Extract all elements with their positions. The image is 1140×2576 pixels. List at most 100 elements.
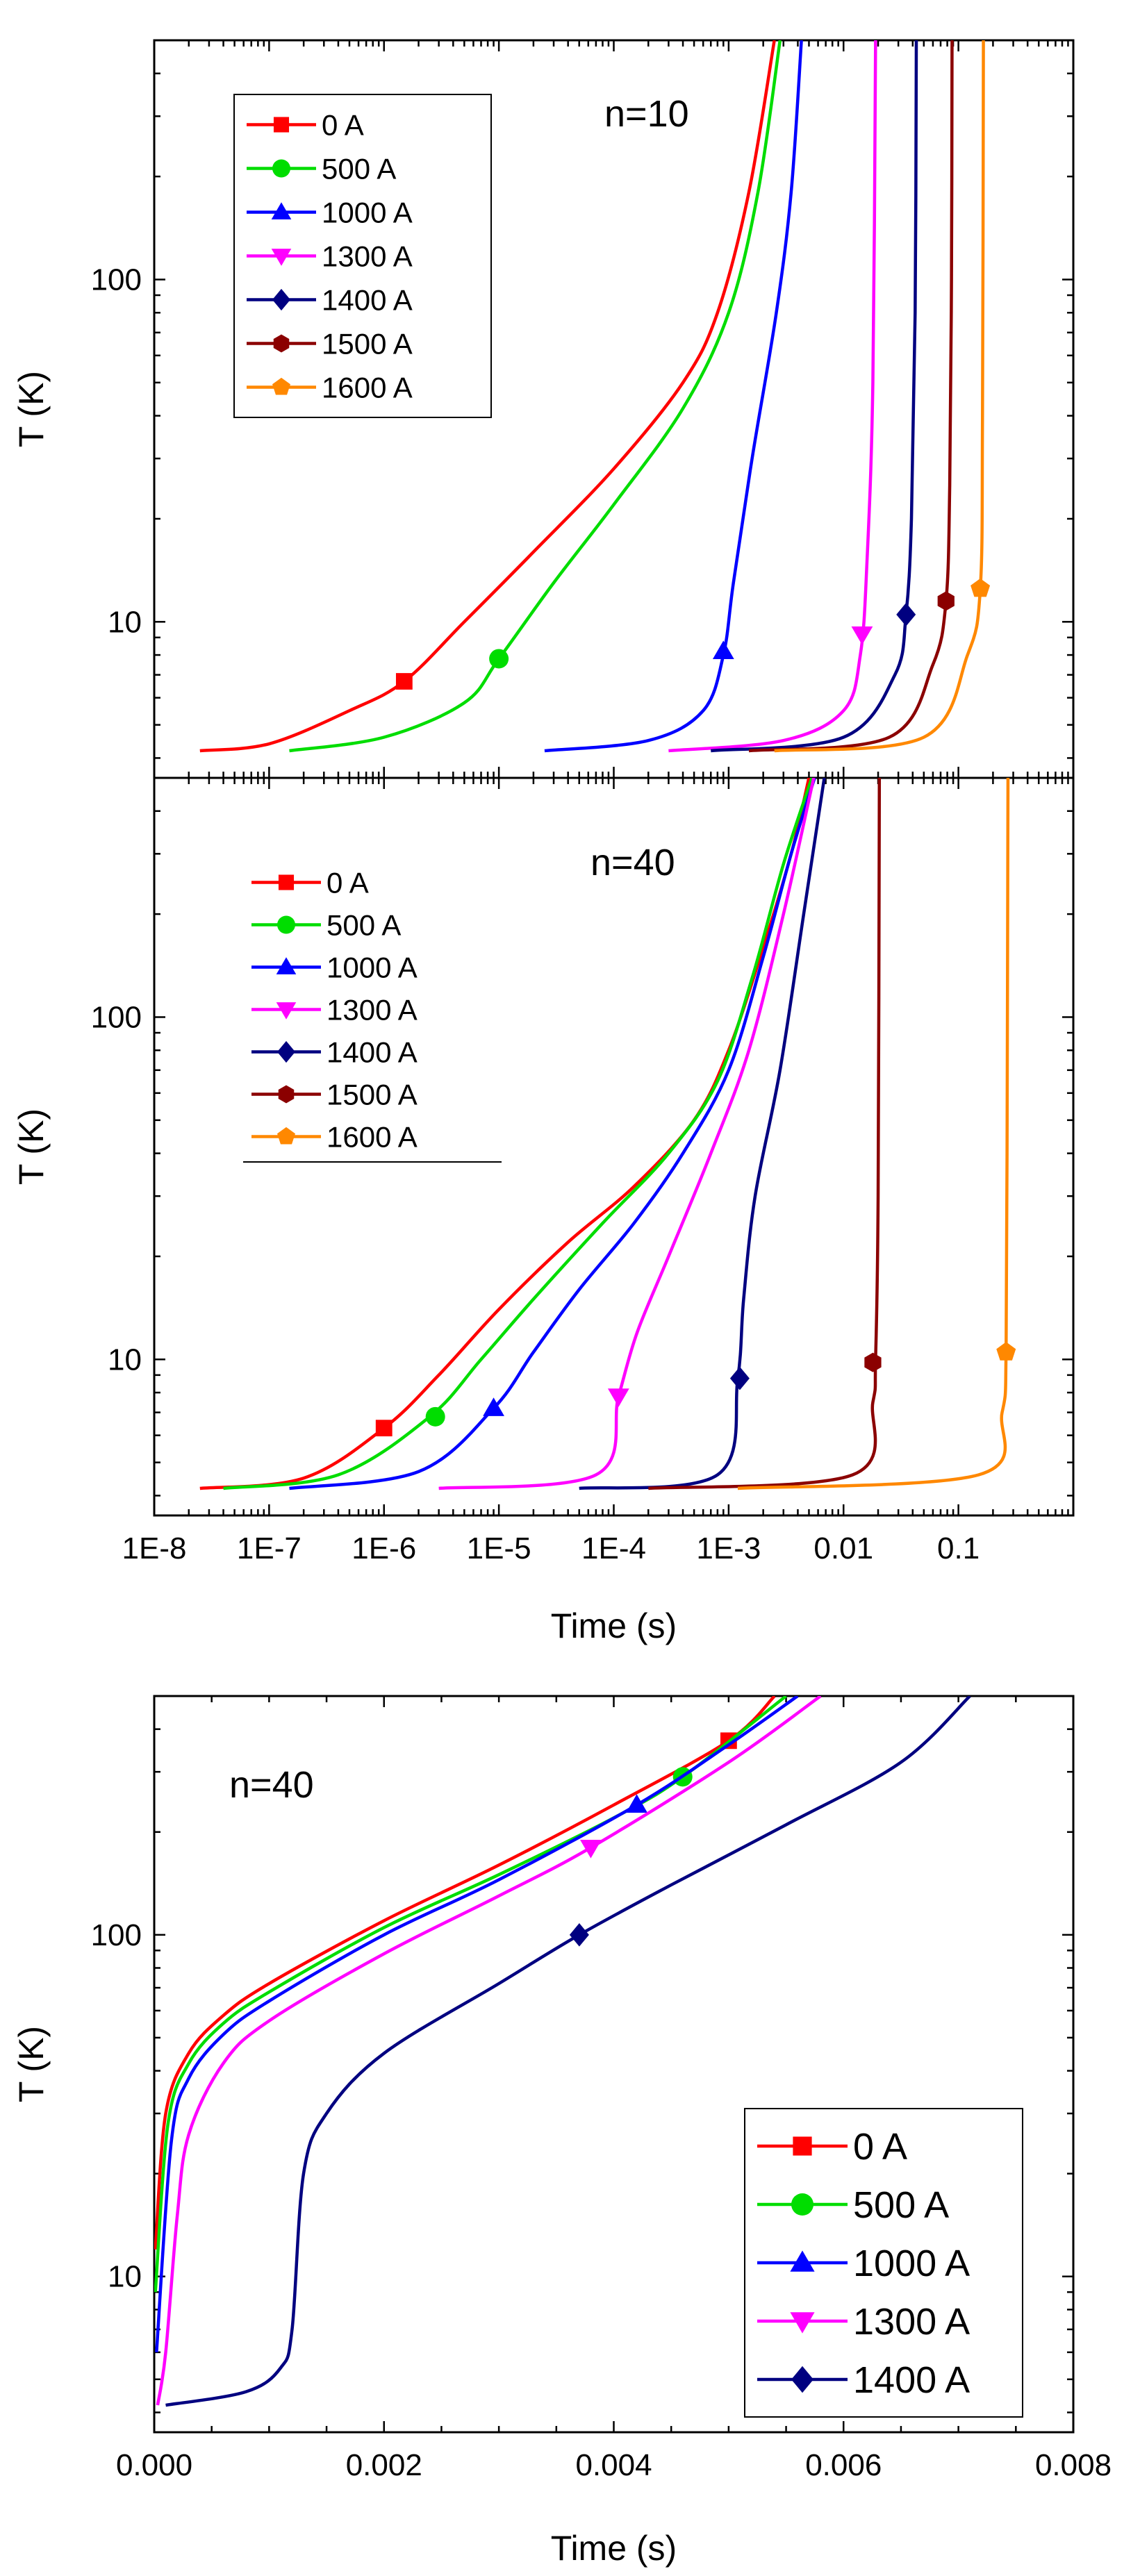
- y-tick-label: 10: [108, 605, 142, 639]
- legend-entry-label: 1000 A: [322, 197, 413, 229]
- data-marker-1400a: [729, 1366, 750, 1390]
- legend-swatch-marker: [272, 377, 290, 395]
- x-tick-label: 0.002: [346, 2448, 422, 2482]
- legend-entry-label: 1000 A: [853, 2243, 970, 2284]
- x-axis-title: Time (s): [551, 1606, 677, 1645]
- series-line-1300a: [668, 40, 877, 753]
- series-line-0a: [199, 778, 811, 1490]
- data-marker-1000a: [712, 640, 734, 659]
- legend-entry-label: 1500 A: [327, 1079, 418, 1111]
- x-tick-label: 1E-4: [581, 1531, 646, 1565]
- data-marker-1300a: [607, 1388, 629, 1407]
- legend-swatch-marker: [273, 334, 290, 353]
- legend-entry-label: 500 A: [322, 153, 396, 185]
- data-marker-1300a: [851, 626, 873, 645]
- legend-swatch-marker: [278, 1085, 295, 1104]
- x-tick-label: 0.01: [813, 1531, 873, 1565]
- legend-entry-label: 0 A: [853, 2126, 907, 2168]
- x-axis-title: Time (s): [551, 2529, 677, 2568]
- y-tick-label: 10: [108, 2260, 142, 2294]
- legend-entry-label: 1300 A: [327, 994, 418, 1027]
- data-marker-1600a: [970, 578, 991, 597]
- series-line-1400a: [165, 1696, 971, 2407]
- legend-swatch-marker: [277, 915, 295, 934]
- series-line-1000a: [155, 1696, 799, 2353]
- data-marker-1400a: [569, 1923, 589, 1947]
- legend-entry-label: 1000 A: [327, 952, 418, 984]
- x-tick-label: 1E-3: [696, 1531, 761, 1565]
- legend-swatch-marker: [272, 288, 290, 311]
- legend-swatch-marker: [278, 874, 295, 890]
- legend-entry-label: 0 A: [322, 109, 364, 142]
- data-marker-0a: [375, 1420, 393, 1437]
- x-tick-label: 0.004: [575, 2448, 652, 2482]
- series-line-0a: [199, 40, 776, 753]
- annotation-label: n=40: [590, 842, 675, 883]
- x-tick-label: 0.000: [116, 2448, 192, 2482]
- y-tick-label: 100: [91, 1000, 142, 1034]
- legend-swatch-marker: [277, 1127, 295, 1145]
- data-marker-1300a: [580, 1840, 602, 1859]
- data-marker-1400a: [896, 603, 916, 626]
- legend-entry-label: 500 A: [853, 2184, 949, 2226]
- x-tick-label: 0.008: [1035, 2448, 1112, 2482]
- legend: 0 A 500 A 1000 A 1300 A 1400 A 1500 A 1600 A: [233, 94, 492, 418]
- series-line-1400a: [711, 40, 918, 753]
- legend-entry-label: 1300 A: [853, 2301, 970, 2343]
- legend-entry-label: 1400 A: [327, 1036, 418, 1069]
- annotation-label: n=10: [604, 93, 689, 135]
- legend-swatch-marker: [791, 2366, 813, 2393]
- data-marker-500a: [425, 1406, 445, 1427]
- series-group: [199, 778, 1016, 1490]
- legend-entry-label: 1500 A: [322, 328, 413, 360]
- data-marker-1000a: [483, 1397, 504, 1416]
- series-line-1000a: [289, 778, 816, 1490]
- y-tick-label: 100: [91, 1918, 142, 1952]
- x-tick-label: 0.006: [805, 2448, 882, 2482]
- legend-swatch-marker: [276, 957, 297, 974]
- y-tick-label: 100: [91, 263, 142, 297]
- series-group: [154, 1696, 971, 2407]
- legend-swatch-marker: [276, 1002, 297, 1020]
- data-marker-1600a: [996, 1342, 1016, 1361]
- data-marker-1500a: [864, 1352, 882, 1372]
- series-line-500a: [289, 40, 782, 753]
- data-marker-500a: [489, 649, 509, 669]
- chart-n40-linear: 10 100 0.000 0.002 0.004 0.006 0.008 T (K) Time …: [12, 1695, 1112, 2568]
- legend-swatch-marker: [271, 249, 292, 266]
- legend-swatch-marker: [790, 2312, 815, 2334]
- series-group: [199, 40, 991, 753]
- legend-entry-label: 500 A: [327, 909, 401, 942]
- annotation-label: n=40: [229, 1764, 314, 1806]
- series-line-0a: [154, 1696, 776, 2250]
- series-line-1300a: [156, 1696, 822, 2406]
- legend-entry-label: 1600 A: [322, 372, 413, 404]
- legend-entry-label: 1400 A: [853, 2359, 970, 2401]
- x-tick-label: 1E-6: [352, 1531, 416, 1565]
- legend-swatch-marker: [791, 2193, 813, 2216]
- legend: 0 A 500 A 1000 A 1300 A 1400 A: [744, 2108, 1023, 2418]
- series-line-1400a: [579, 778, 826, 1490]
- data-marker-0a: [395, 673, 413, 690]
- x-tick-label: 1E-7: [237, 1531, 301, 1565]
- series-line-1300a: [438, 778, 816, 1490]
- series-line-1500a: [748, 40, 954, 753]
- legend: 0 A 500 A 1000 A 1300 A 1400 A 1500 A 1600 A: [243, 867, 502, 1163]
- legend-entry-label: 1600 A: [327, 1121, 418, 1154]
- legend-swatch-marker: [271, 202, 292, 219]
- x-tick-label: 0.1: [937, 1531, 980, 1565]
- legend-swatch-marker: [272, 159, 290, 178]
- legend-swatch-marker: [277, 1040, 295, 1063]
- y-axis-title: T (K): [12, 1108, 51, 1185]
- series-line-500a: [223, 778, 813, 1490]
- y-axis-title: T (K): [12, 371, 51, 447]
- chart-n10: 10 100 T (K) n=10 0 A 500 A 1000 A 1300 A 1400 A…: [12, 39, 1075, 779]
- series-line-1000a: [544, 40, 803, 753]
- y-axis-title: T (K): [12, 2026, 51, 2102]
- legend-entry-label: 0 A: [327, 867, 369, 899]
- data-marker-1500a: [937, 591, 955, 611]
- legend-swatch-marker: [793, 2136, 812, 2156]
- legend-entry-label: 1300 A: [322, 240, 413, 273]
- x-tick-label: 1E-8: [122, 1531, 187, 1565]
